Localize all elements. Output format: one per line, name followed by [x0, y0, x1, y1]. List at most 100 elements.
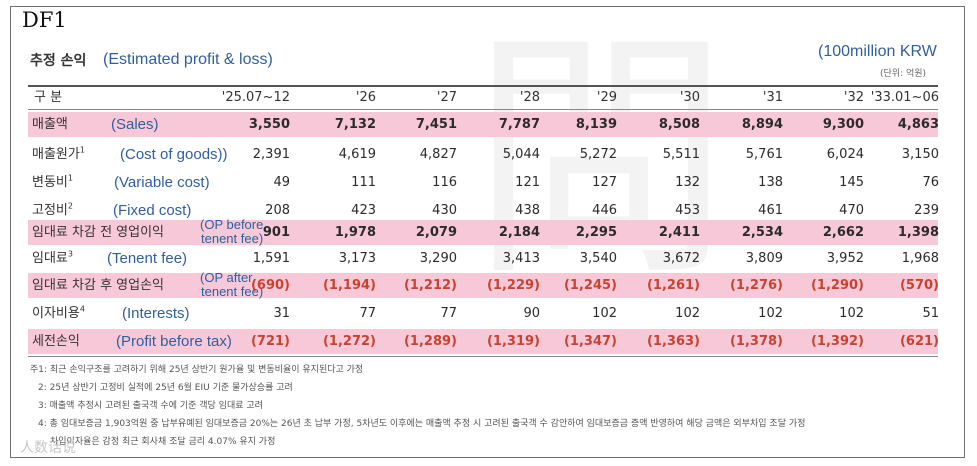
table-row: 임대료 차감 전 영업이익 (OP before tenent fee) 901 1,9… — [28, 217, 939, 246]
table-cell: 208 — [265, 203, 290, 218]
table-cell: 3,672 — [662, 251, 700, 266]
table-cell: 8,139 — [575, 117, 617, 132]
document-frame — [10, 6, 965, 458]
table-cell: 2,534 — [741, 225, 783, 240]
row-label-ko: 이자비용 — [32, 306, 80, 321]
table-cell: 423 — [351, 203, 376, 218]
table-cell: (1,212) — [403, 278, 457, 293]
footnote-marker: 4 — [79, 304, 85, 314]
table-cell: 121 — [515, 175, 540, 190]
row-label-en-line1: (OP before — [200, 217, 264, 232]
unit-label-en: (100million KRW — [818, 43, 937, 60]
row-label-en: (Interests) — [122, 305, 190, 322]
table-cell: 239 — [914, 203, 939, 218]
table-cell: 8,894 — [741, 117, 783, 132]
table-cell: 1,968 — [901, 251, 939, 266]
table-cell: 7,451 — [415, 117, 457, 132]
table-row: 변동비1 (Variable cost) 49 111 116 121 127 132 138 1… — [28, 170, 939, 195]
table-cell: 116 — [432, 175, 457, 190]
row-label: 임대료 차감 전 영업이익 — [32, 220, 164, 245]
table-cell: (1,392) — [810, 334, 864, 349]
table-cell: 5,761 — [745, 147, 783, 162]
column-header: '29 — [596, 90, 617, 105]
table-row: 매출액 (Sales) 3,550 7,132 7,451 7,787 8,139 8,508… — [28, 112, 939, 137]
table-cell: 3,809 — [745, 251, 783, 266]
column-header: '28 — [519, 90, 540, 105]
row-label-ko: 매출원가 — [32, 147, 80, 162]
footnote-4: 4: 총 임대보증금 1,903억원 중 납부유예된 임대보증금 20%는 26… — [38, 419, 806, 429]
table-cell: 132 — [675, 175, 700, 190]
page-title: DF1 — [22, 8, 67, 32]
unit-label-ko: (단위: 억원) — [880, 69, 927, 79]
row-label-en: (Fixed cost) — [113, 202, 192, 219]
table-cell: 5,511 — [662, 147, 700, 162]
footnote-5: 차입이자율은 감정 최근 회사채 조달 금리 4.07% 유지 가정 — [50, 437, 276, 447]
table-cell: 111 — [351, 175, 376, 190]
row-label: 임대료 차감 후 영업손익 — [32, 273, 164, 298]
column-header: '33.01~06 — [870, 90, 939, 105]
table-cell: 8,508 — [658, 117, 700, 132]
footnote-marker: 3 — [67, 249, 73, 259]
row-label-ko: 세전손익 — [32, 334, 80, 349]
column-header: '25.07~12 — [221, 90, 290, 105]
table-cell: 3,540 — [579, 251, 617, 266]
table-cell: 102 — [592, 306, 617, 321]
table-cell: 4,619 — [338, 147, 376, 162]
table-cell: 2,184 — [498, 225, 540, 240]
table-cell: 3,173 — [338, 251, 376, 266]
table-cell: (1,272) — [322, 334, 376, 349]
table-cell: 430 — [432, 203, 457, 218]
row-label-ko: 고정비 — [32, 203, 68, 218]
row-label-en: (Profit before tax) — [116, 333, 232, 350]
table-cell: 31 — [273, 306, 290, 321]
table-cell: (1,319) — [486, 334, 540, 349]
row-label-en: (Sales) — [111, 116, 159, 133]
table-row: 고정비2 (Fixed cost) 208 423 430 438 446 453 461 470… — [28, 198, 939, 223]
footnote-1: 주1: 최근 손익구조를 고려하기 위해 25년 상반기 원가율 및 변동비율이… — [30, 365, 364, 375]
footnote-3: 3: 매출액 추정시 고려된 출국객 수에 기준 객당 임대료 고려 — [38, 401, 263, 411]
row-label: 임대료3 — [32, 246, 73, 271]
table-cell: 446 — [592, 203, 617, 218]
table-cell: 3,952 — [826, 251, 864, 266]
footnote-marker: 1 — [67, 173, 73, 183]
table-row: 임대료 차감 후 영업손익 (OP after tenent fee) (690) (1… — [28, 271, 939, 299]
table-cell: 7,787 — [498, 117, 540, 132]
row-label-ko: 변동비 — [32, 175, 68, 190]
table-row: 임대료3 (Tenent fee) 1,591 3,173 3,290 3,413 3,54… — [28, 246, 939, 271]
column-header: '30 — [679, 90, 700, 105]
table-cell: (721) — [250, 334, 290, 349]
table-cell: 51 — [922, 306, 939, 321]
table-cell: 3,550 — [248, 117, 290, 132]
table-cell: 901 — [262, 225, 290, 240]
table-cell: (1,276) — [729, 278, 783, 293]
section-title-ko: 추정 손익 — [30, 53, 87, 69]
table-cell: 2,411 — [658, 225, 700, 240]
table-cell: (1,347) — [563, 334, 617, 349]
table-row: 매출원가1 (Cost of goods)) 2,391 4,619 4,827 5,04… — [28, 142, 939, 167]
table-cell: 102 — [675, 306, 700, 321]
table-cell: (1,229) — [486, 278, 540, 293]
table-cell: 138 — [758, 175, 783, 190]
table-cell: (1,290) — [810, 278, 864, 293]
table-bottom-rule — [28, 356, 938, 357]
row-label-en: (Tenent fee) — [107, 250, 188, 267]
column-header: '27 — [436, 90, 457, 105]
row-label-en-line2: tenent fee) — [201, 284, 264, 299]
table-cell: 90 — [523, 306, 540, 321]
table-cell: 145 — [839, 175, 864, 190]
table-cell: 5,272 — [579, 147, 617, 162]
column-header: '32 — [843, 90, 864, 105]
footnote-marker: 2 — [67, 201, 73, 211]
row-label: 이자비용4 — [32, 301, 85, 326]
table-cell: (1,245) — [563, 278, 617, 293]
row-label-en-line2: tenent fee) — [201, 231, 264, 246]
table-cell: 470 — [839, 203, 864, 218]
table-cell: 3,150 — [901, 147, 939, 162]
table-header-rule — [28, 109, 938, 110]
table-cell: 2,295 — [575, 225, 617, 240]
table-top-rule — [28, 85, 938, 87]
table-cell: 461 — [758, 203, 783, 218]
footnote-2: 2: 25년 상반기 고정비 실적에 25년 6월 EIU 기준 물가상승률 고… — [38, 383, 293, 393]
section-title-en: (Estimated profit & loss) — [103, 51, 273, 68]
table-cell: (1,194) — [322, 278, 376, 293]
